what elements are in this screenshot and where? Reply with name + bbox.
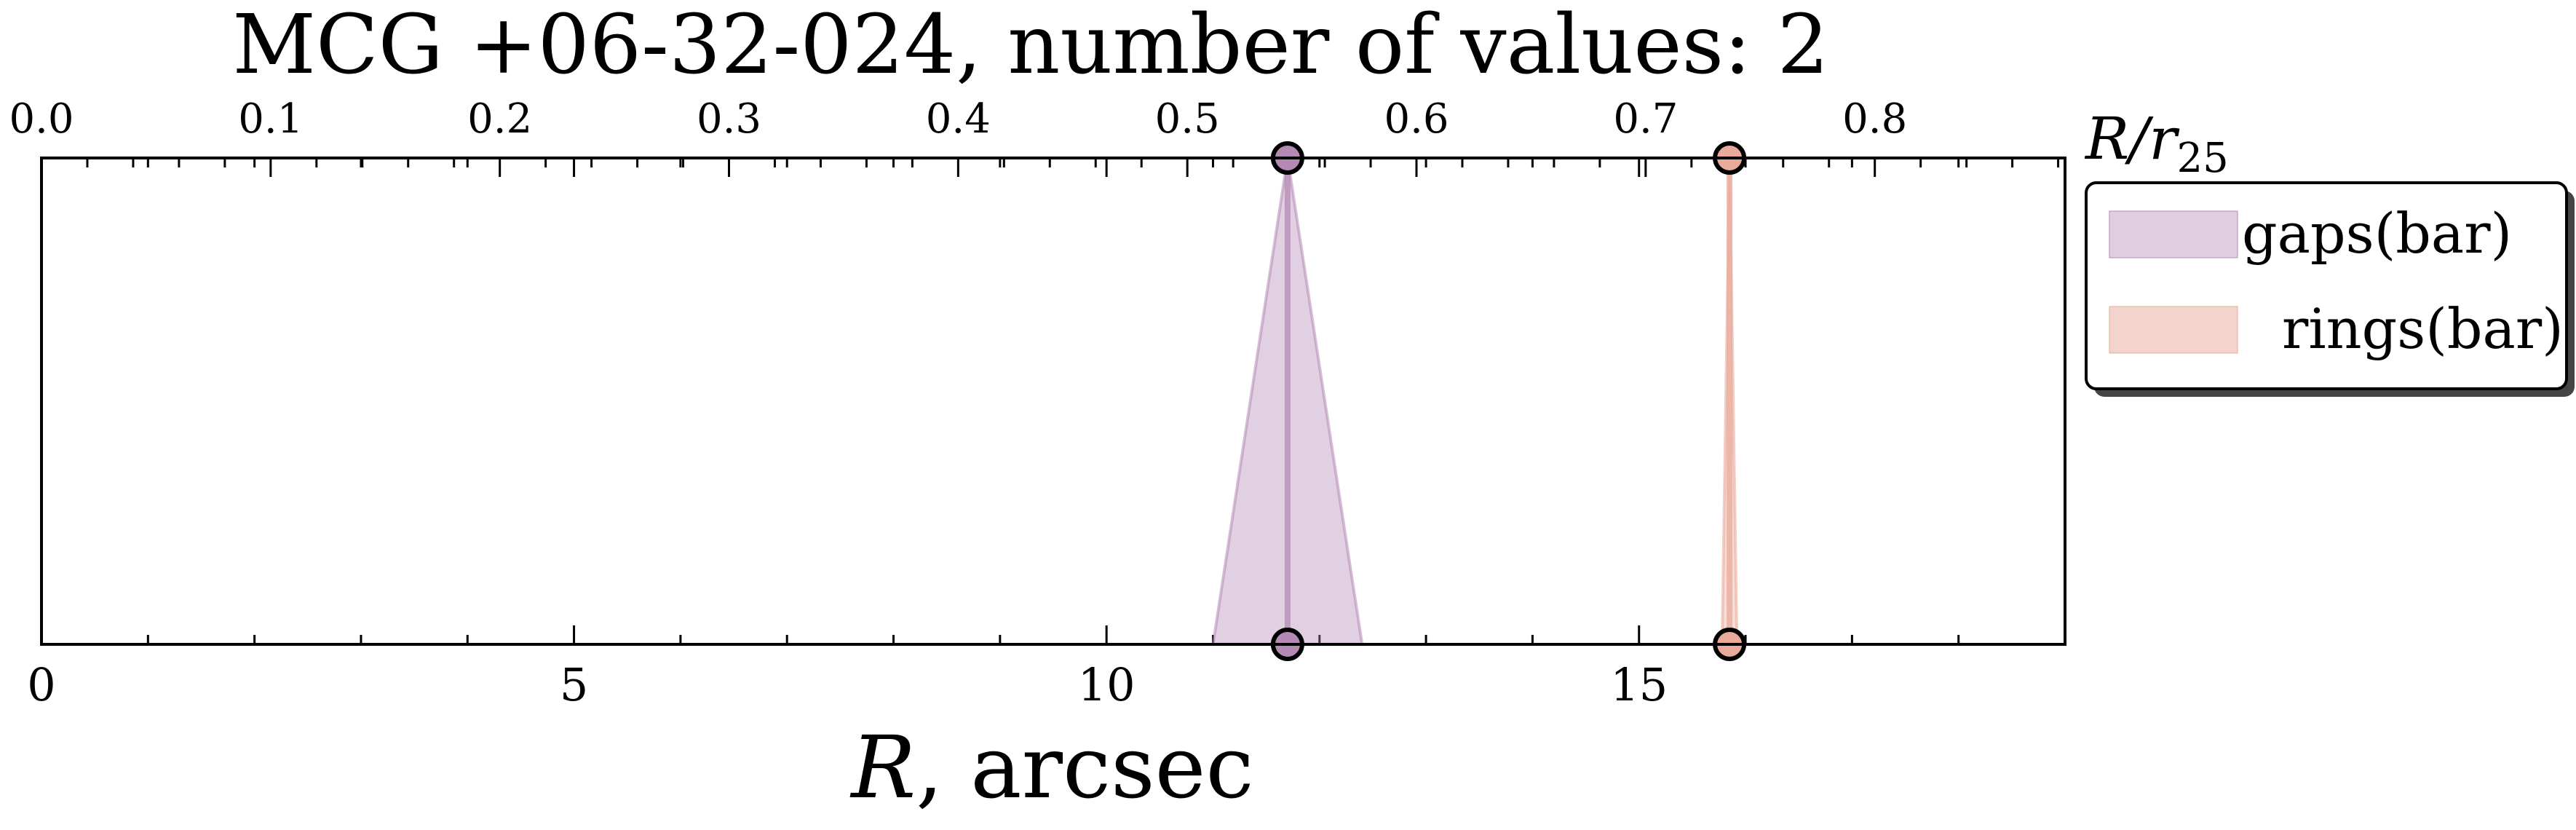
x-tick-label: 0	[27, 658, 55, 711]
x-axis-label-unit: , arcsec	[916, 717, 1253, 818]
data-markers	[1211, 141, 1747, 661]
secondary-x-tick-label: 0.3	[697, 95, 761, 143]
bottom-axis-ticks: 0 5 10 15	[27, 158, 2066, 711]
x-tick-label: 15	[1610, 658, 1668, 711]
x-tick-label: 5	[560, 658, 588, 711]
secondary-x-axis-label: R/r25	[2084, 105, 2229, 182]
secondary-x-tick-label: 0.6	[1384, 95, 1448, 143]
secondary-x-tick-label: 0.0	[9, 95, 74, 143]
legend-swatch-gaps	[2109, 210, 2238, 258]
legend-swatch-rings	[2109, 306, 2238, 354]
x-axis-label-variable: R	[849, 717, 916, 818]
secondary-x-tick-label: 0.5	[1155, 95, 1220, 143]
legend-label-gaps: gaps(bar)	[2242, 201, 2512, 266]
secondary-x-axis-label-sub: 25	[2176, 135, 2228, 182]
legend-label-rings: rings(bar)	[2282, 296, 2564, 361]
top-axis-ticks: 0.0 0.1 0.2 0.3 0.4 0.5 0.6 0.7 0.8	[9, 95, 2060, 177]
x-axis-label: R, arcsec	[849, 717, 1253, 818]
secondary-x-tick-label: 0.1	[238, 95, 303, 143]
x-tick-label: 10	[1078, 658, 1136, 711]
secondary-x-tick-label: 0.8	[1842, 95, 1907, 143]
secondary-x-tick-label: 0.7	[1613, 95, 1678, 143]
plot-area-frame	[40, 157, 2066, 646]
secondary-x-axis-label-base: R/r	[2084, 105, 2180, 173]
legend: gaps(bar) rings(bar)	[2085, 181, 2575, 397]
secondary-x-tick-label: 0.4	[926, 95, 991, 143]
secondary-x-tick-label: 0.2	[467, 95, 532, 143]
chart-title: MCG +06-32-024, number of values: 2	[232, 0, 1828, 92]
